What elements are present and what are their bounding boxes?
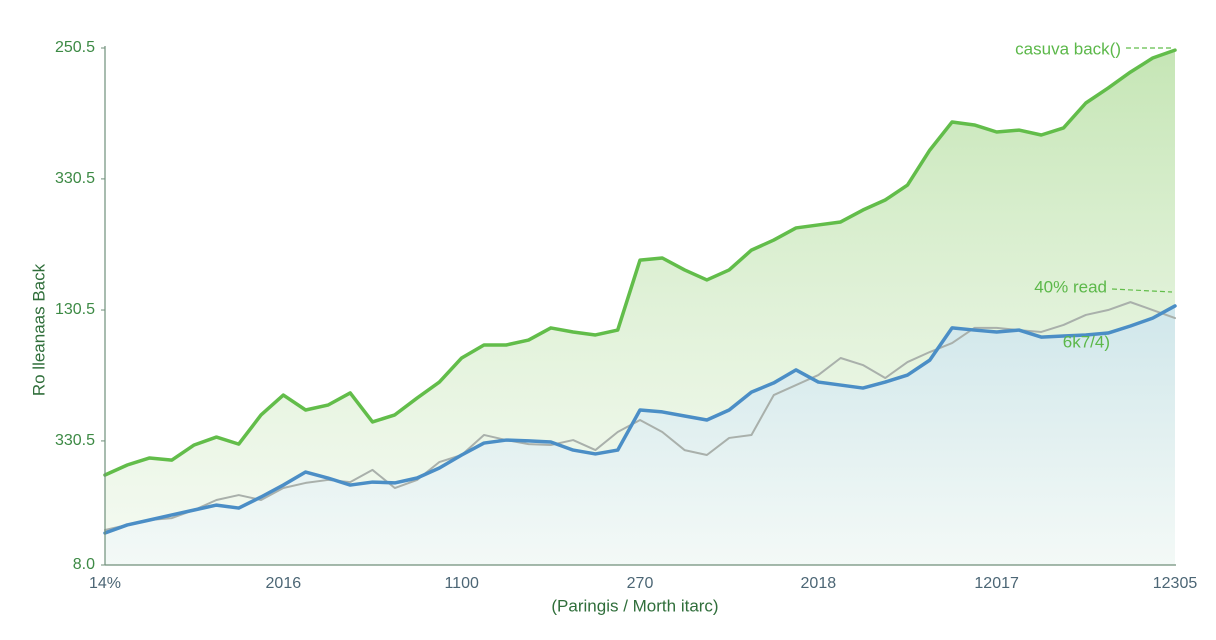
x-tick-label: 12305 [1153, 575, 1198, 592]
x-axis-title: (Paringis / Morth itarc) [551, 596, 718, 615]
series-label: 6k7/4) [1063, 332, 1110, 351]
area [105, 305, 1175, 565]
lines [103, 48, 1177, 535]
x-tick-label: 1100 [444, 575, 479, 592]
series-line [104, 301, 1176, 532]
x-tick-label: 14% [89, 575, 121, 592]
areas [105, 50, 1175, 565]
x-tick-label: 270 [627, 575, 654, 592]
y-tick-label: 8.0 [73, 556, 95, 573]
series-label: casuva back() [1015, 39, 1121, 58]
x-tick-label: 2018 [801, 575, 837, 592]
y-tick-label: 250.5 [55, 39, 95, 56]
label-leader [1111, 288, 1173, 293]
series-line [103, 48, 1177, 477]
x-tick-label: 12017 [974, 575, 1019, 592]
x-tick-label: 2016 [266, 575, 302, 592]
y-tick-label: 330.5 [55, 432, 95, 449]
y-tick-label: 130.5 [55, 301, 95, 318]
series-line [103, 304, 1177, 535]
y-axis-title: Ro lleanaas Back [29, 263, 48, 396]
y-tick-label: 330.5 [55, 170, 95, 187]
series-label: 40% read [1034, 277, 1107, 296]
